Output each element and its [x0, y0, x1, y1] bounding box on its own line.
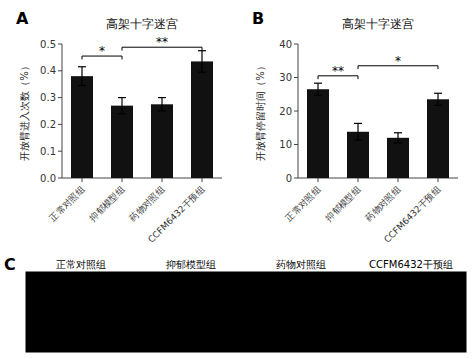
bar [307, 89, 329, 178]
error-cap [314, 83, 322, 84]
y-tick [294, 178, 298, 179]
error-bar [198, 51, 206, 72]
error-line [437, 93, 438, 105]
title: 高架十字迷宫 [342, 17, 414, 31]
error-line [121, 98, 122, 114]
error-cap [198, 72, 206, 73]
y-tick-label: 0.1 [40, 146, 56, 157]
panel-letter: C [4, 255, 16, 274]
x-tick [398, 178, 399, 182]
y-tick-label: 20 [279, 106, 292, 117]
x-tick-label: 药物对照组 [128, 184, 167, 223]
x-tick [162, 178, 163, 182]
error-bar [158, 98, 166, 111]
image-placeholder [26, 272, 466, 352]
x-tick-label: CCFM6432干预组 [382, 184, 442, 244]
error-cap [394, 132, 402, 133]
x-tick-label: 抑郁模型组 [324, 184, 363, 223]
title: 高架十字迷宫 [106, 17, 178, 31]
y-tick [294, 77, 298, 78]
panel: 0 10 20 30 40 正常对照组抑郁模型组药物对照组CCFM6432干预组 开放臂停留… [252, 9, 458, 245]
y-axis [298, 44, 299, 178]
error-cap [394, 142, 402, 143]
bar [151, 104, 173, 178]
error-bar [118, 98, 126, 114]
error-cap [158, 110, 166, 111]
x-tick [122, 178, 123, 182]
y-tick-label: 0.5 [40, 39, 56, 50]
y-tick [58, 151, 62, 152]
y-tick [58, 124, 62, 125]
image-label: 药物对照组 [276, 259, 326, 270]
error-cap [354, 140, 362, 141]
bar [387, 138, 409, 178]
error-line [397, 133, 398, 143]
marks [71, 51, 213, 178]
y-tick [58, 70, 62, 71]
y-tick-label: 30 [279, 72, 292, 83]
panel-letter: B [252, 9, 264, 28]
bar [111, 106, 133, 178]
y-tick [294, 144, 298, 145]
error-cap [434, 105, 442, 106]
error-cap [78, 66, 86, 67]
significance-label: ** [156, 35, 168, 49]
y-tick-label: 0 [286, 173, 292, 184]
y-tick-label: 0.0 [40, 173, 56, 184]
error-bar [314, 83, 322, 95]
bar [71, 76, 93, 178]
error-cap [118, 97, 126, 98]
x-tick [318, 178, 319, 182]
significance-label: * [99, 44, 105, 58]
x-tick [438, 178, 439, 182]
image-panel: 正常对照组 抑郁模型组 药物对照组 CCFM6432干预组 C [4, 255, 466, 352]
panel: 0.0 0.1 0.2 0.3 0.4 0.5 正常对照组抑郁模型组药物对照组CCFM643… [16, 9, 222, 245]
error-cap [158, 97, 166, 98]
error-line [81, 67, 82, 86]
y-tick [58, 44, 62, 45]
y-tick-label: 0.3 [40, 92, 56, 103]
error-bar [434, 93, 442, 105]
x-tick [82, 178, 83, 182]
error-line [317, 83, 318, 95]
error-cap [118, 113, 126, 114]
x-tick-label: 药物对照组 [364, 184, 403, 223]
y-tick [294, 44, 298, 45]
significance-label: * [395, 54, 401, 68]
error-bar [354, 123, 362, 140]
x-tick-label: 正常对照组 [284, 184, 323, 223]
y-axis-label: 开放臂停留时间（%） [255, 61, 266, 161]
panel-letter: A [16, 9, 29, 28]
bar [427, 99, 449, 178]
error-bar [394, 133, 402, 143]
x-tick [202, 178, 203, 182]
significance-label: ** [332, 64, 344, 78]
error-bar [78, 67, 86, 86]
error-cap [314, 95, 322, 96]
y-tick-label: 10 [279, 139, 292, 150]
bar [191, 61, 213, 178]
y-tick [58, 178, 62, 179]
error-cap [434, 93, 442, 94]
x-tick [358, 178, 359, 182]
x-tick-label: 抑郁模型组 [88, 184, 127, 223]
image-label: 正常对照组 [56, 259, 106, 270]
x-tick-label: CCFM6432干预组 [146, 184, 206, 244]
y-tick-label: 0.4 [40, 65, 56, 76]
error-cap [354, 123, 362, 124]
y-tick [58, 97, 62, 98]
error-line [357, 123, 358, 140]
y-tick [294, 111, 298, 112]
error-line [161, 98, 162, 111]
y-tick-label: 0.2 [40, 119, 56, 130]
x-tick-label: 正常对照组 [48, 184, 87, 223]
y-axis-label: 开放臂进入次数（%） [19, 61, 30, 161]
marks [307, 83, 449, 178]
y-tick-label: 40 [279, 39, 292, 50]
image-label: CCFM6432干预组 [369, 259, 453, 270]
image-label: 抑郁模型组 [166, 259, 216, 270]
error-cap [78, 85, 86, 86]
error-line [201, 51, 202, 72]
y-axis [62, 44, 63, 178]
